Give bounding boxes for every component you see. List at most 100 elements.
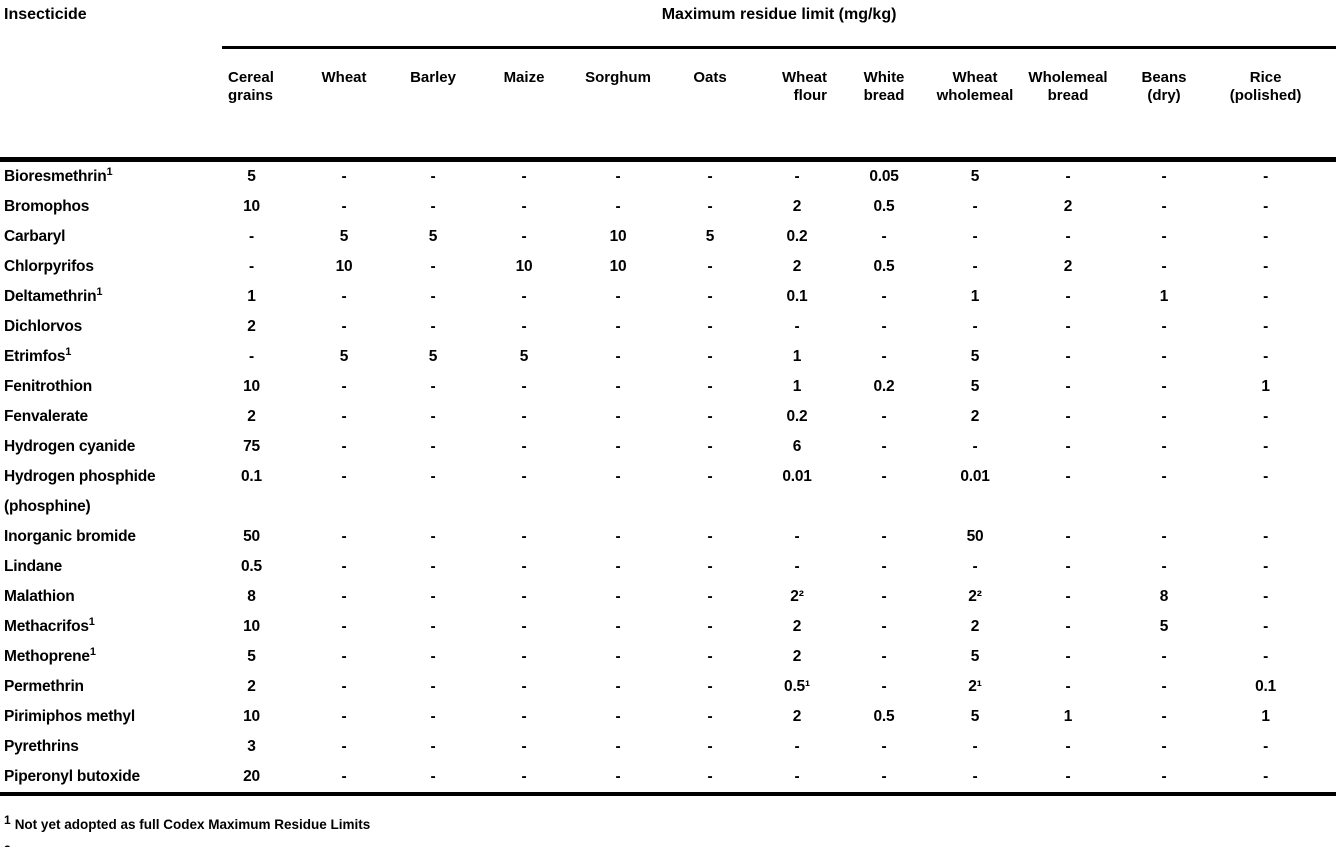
insecticide-footnote-marker: 1 bbox=[88, 615, 95, 628]
insecticide-name-cell: Methoprene1 bbox=[0, 642, 222, 672]
mrl-value-cell: 5 bbox=[705, 228, 715, 245]
mrl-value-cell: 1 bbox=[792, 348, 802, 365]
mrl-value-cell: - bbox=[1065, 408, 1071, 425]
mrl-value-cell: - bbox=[707, 708, 713, 725]
mrl-value-cell: - bbox=[881, 588, 887, 605]
insecticide-name-cell: Hydrogen cyanide bbox=[0, 432, 222, 462]
mrl-value-cell: 10 bbox=[515, 258, 533, 275]
col-header-wheat: Wheat bbox=[299, 47, 389, 162]
mrl-value-cell: - bbox=[341, 738, 347, 755]
insecticide-name-cell: Dichlorvos bbox=[0, 312, 222, 342]
mrl-value-cell: - bbox=[341, 438, 347, 455]
table-row: Chlorpyrifos - 10 - 10 10 - 2 0.5 - 2 - … bbox=[0, 252, 1336, 282]
mrl-value-cell: 5 bbox=[428, 228, 438, 245]
mrl-value-cell: - bbox=[1263, 348, 1269, 365]
insecticide-name-cell: Permethrin bbox=[0, 672, 222, 702]
mrl-value-cell: 0.2 bbox=[786, 228, 808, 245]
mrl-value-cell: - bbox=[972, 438, 978, 455]
insecticide-name-cell: Inorganic bromide bbox=[0, 522, 222, 552]
mrl-value-cell: - bbox=[521, 228, 527, 245]
insecticide-footnote-marker: 1 bbox=[65, 345, 72, 358]
mrl-value-cell: - bbox=[521, 198, 527, 215]
mrl-value-cell: - bbox=[707, 528, 713, 545]
table-row: Piperonyl butoxide 20 - - - - - - - - - … bbox=[0, 762, 1336, 792]
mrl-value-cell: - bbox=[615, 378, 621, 395]
mrl-value-cell: - bbox=[881, 228, 887, 245]
mrl-value-cell: - bbox=[521, 168, 527, 185]
mrl-value-cell: - bbox=[430, 468, 436, 485]
mrl-value-cell: 5 bbox=[519, 348, 529, 365]
mrl-value-cell: - bbox=[881, 558, 887, 575]
mrl-value-cell: - bbox=[707, 258, 713, 275]
footnotes: 1 Not yet adopted as full Codex Maximum R… bbox=[0, 810, 1336, 847]
footnote-1-text: Not yet adopted as full Codex Maximum Re… bbox=[14, 817, 371, 832]
mrl-value-cell: 20 bbox=[243, 768, 260, 785]
mrl-value-cell: - bbox=[430, 588, 436, 605]
mrl-value-cell: - bbox=[341, 198, 347, 215]
mrl-value-cell: - bbox=[249, 228, 254, 245]
mrl-value-cell: - bbox=[707, 618, 713, 635]
mrl-value-cell: 10 bbox=[335, 258, 353, 275]
table-row: Malathion 8 - - - - - 2² - 2² - 8 - bbox=[0, 582, 1336, 612]
mrl-value-cell: 5 bbox=[339, 228, 349, 245]
insecticide-name: Methacrifos bbox=[4, 618, 89, 635]
mrl-value-cell: - bbox=[1161, 678, 1167, 695]
mrl-value-cell: - bbox=[707, 198, 713, 215]
insecticide-name: Permethrin bbox=[4, 678, 84, 695]
mrl-value-cell: - bbox=[341, 558, 347, 575]
mrl-value-cell: 5 bbox=[970, 708, 980, 725]
mrl-value-cell: 0.1 bbox=[786, 288, 808, 305]
mrl-value-cell: - bbox=[1065, 738, 1071, 755]
mrl-value-cell: - bbox=[430, 528, 436, 545]
mrl-value-cell: - bbox=[615, 558, 621, 575]
mrl-value-cell: 2 bbox=[970, 618, 980, 635]
col-header-wheat-flour: Wheat flour bbox=[755, 47, 839, 162]
mrl-value-cell: - bbox=[1065, 378, 1071, 395]
insecticide-name: Piperonyl butoxide bbox=[4, 768, 140, 785]
table-row: Methoprene1 5 - - - - - 2 - 5 - - - bbox=[0, 642, 1336, 672]
mrl-value-cell: - bbox=[341, 648, 347, 665]
insecticide-name: Inorganic bromide bbox=[4, 528, 136, 545]
mrl-value-cell: - bbox=[707, 288, 713, 305]
mrl-value-cell: 2 bbox=[792, 618, 802, 635]
mrl-value-cell: - bbox=[707, 588, 713, 605]
mrl-value-cell: - bbox=[1065, 168, 1071, 185]
mrl-value-cell: 2 bbox=[247, 678, 256, 695]
mrl-value-cell: 0.5 bbox=[873, 198, 895, 215]
mrl-value-cell: 5 bbox=[1159, 618, 1169, 635]
mrl-value-cell: - bbox=[430, 318, 436, 335]
mrl-value-cell: - bbox=[1161, 648, 1167, 665]
mrl-value-cell: - bbox=[615, 648, 621, 665]
insecticide-name-cell: Malathion bbox=[0, 582, 222, 612]
mrl-value-cell: - bbox=[249, 348, 254, 365]
mrl-value-cell: - bbox=[430, 738, 436, 755]
table-row: Carbaryl - 5 5 - 10 5 0.2 - - - - - bbox=[0, 222, 1336, 252]
mrl-value-cell: 5 bbox=[428, 348, 438, 365]
mrl-value-cell: - bbox=[972, 768, 978, 785]
mrl-value-cell: - bbox=[1065, 348, 1071, 365]
mrl-value-cell: - bbox=[521, 588, 527, 605]
mrl-value-cell: - bbox=[430, 678, 436, 695]
mrl-value-cell: - bbox=[521, 678, 527, 695]
mrl-value-cell: - bbox=[615, 408, 621, 425]
mrl-value-cell: - bbox=[972, 558, 978, 575]
mrl-value-cell: - bbox=[521, 408, 527, 425]
mrl-value-cell: - bbox=[1065, 558, 1071, 575]
mrl-value-cell: - bbox=[1161, 228, 1167, 245]
mrl-value-cell: - bbox=[707, 558, 713, 575]
mrl-value-cell: - bbox=[1065, 438, 1071, 455]
table-row: Hydrogen cyanide 75 - - - - - 6 - - - - … bbox=[0, 432, 1336, 462]
mrl-value-cell: 6 bbox=[792, 438, 802, 455]
insecticide-name-cell: Methacrifos1 bbox=[0, 612, 222, 642]
mrl-value-cell: - bbox=[707, 648, 713, 665]
mrl-value-cell: - bbox=[881, 438, 887, 455]
col-header-wheat-wholemeal: Wheat wholemeal bbox=[929, 47, 1021, 162]
insecticide-name-line2: (phosphine) bbox=[4, 498, 91, 515]
table-row: Bromophos 10 - - - - - 2 0.5 - 2 - - bbox=[0, 192, 1336, 222]
mrl-value-cell: - bbox=[521, 288, 527, 305]
mrl-value-cell: - bbox=[1263, 318, 1269, 335]
mrl-value-cell: - bbox=[249, 258, 254, 275]
insecticide-name: Deltamethrin bbox=[4, 288, 97, 305]
mrl-value-cell: - bbox=[341, 288, 347, 305]
mrl-value-cell: - bbox=[430, 288, 436, 305]
